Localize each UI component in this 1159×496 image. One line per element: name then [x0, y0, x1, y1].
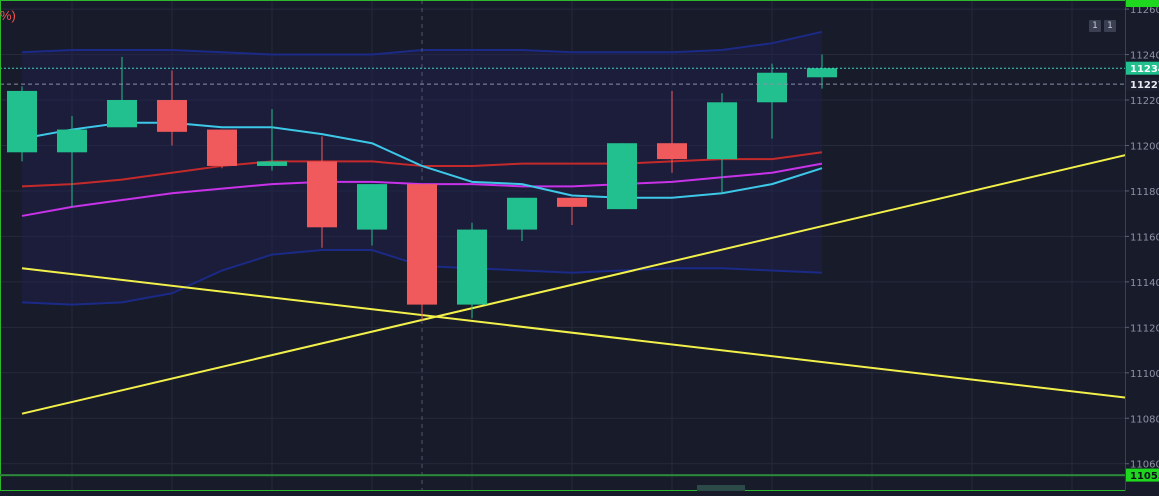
candle-body: [257, 161, 287, 166]
candle-body: [207, 129, 237, 166]
candle-body: [107, 100, 137, 128]
price-tick-label: 11260: [1130, 5, 1159, 16]
price-tick-label: 11180: [1130, 187, 1159, 198]
candle-body: [507, 197, 537, 230]
price-tick-label: 11080: [1130, 414, 1159, 425]
last-price-label: 11234: [1130, 64, 1159, 75]
support-label: 11055: [1130, 471, 1159, 482]
price-tick-label: 11120: [1130, 323, 1159, 334]
price-tick-label: 11240: [1130, 51, 1159, 62]
time-axis-marker: [697, 485, 745, 491]
candle-body: [57, 129, 87, 153]
candle-body: [357, 184, 387, 230]
trendline: [21, 267, 1148, 402]
price-tick-label: 11100: [1130, 369, 1159, 380]
candle-body: [7, 90, 37, 153]
moving-average-fast: [21, 121, 823, 199]
candle-body: [657, 143, 687, 160]
candle-body: [807, 68, 837, 78]
change-percent-label: %): [0, 8, 16, 23]
candle-body: [607, 143, 637, 210]
price-tick-label: 11060: [1130, 460, 1159, 471]
candle-body: [707, 102, 737, 160]
trendline: [21, 149, 1148, 415]
top-price-marker: [1126, 0, 1159, 7]
prev-close-label-box: [1126, 77, 1159, 91]
prev-close-label: 11227: [1130, 80, 1159, 91]
price-tick-label: 11200: [1130, 141, 1159, 152]
last-price-label-box: [1126, 61, 1159, 75]
toolbar-button-1[interactable]: 1: [1089, 20, 1101, 32]
candle-body: [307, 161, 337, 228]
candle-body: [457, 229, 487, 305]
price-tick-label: 11160: [1130, 232, 1159, 243]
candle-body: [407, 184, 437, 305]
candle-body: [757, 72, 787, 103]
price-tick-label: 11220: [1130, 96, 1159, 107]
price-tick-label: 11140: [1130, 278, 1159, 289]
support-label-box: [1126, 468, 1159, 482]
toolbar-button-2[interactable]: 1: [1104, 20, 1116, 32]
candle-body: [157, 100, 187, 132]
candle-body: [557, 197, 587, 207]
